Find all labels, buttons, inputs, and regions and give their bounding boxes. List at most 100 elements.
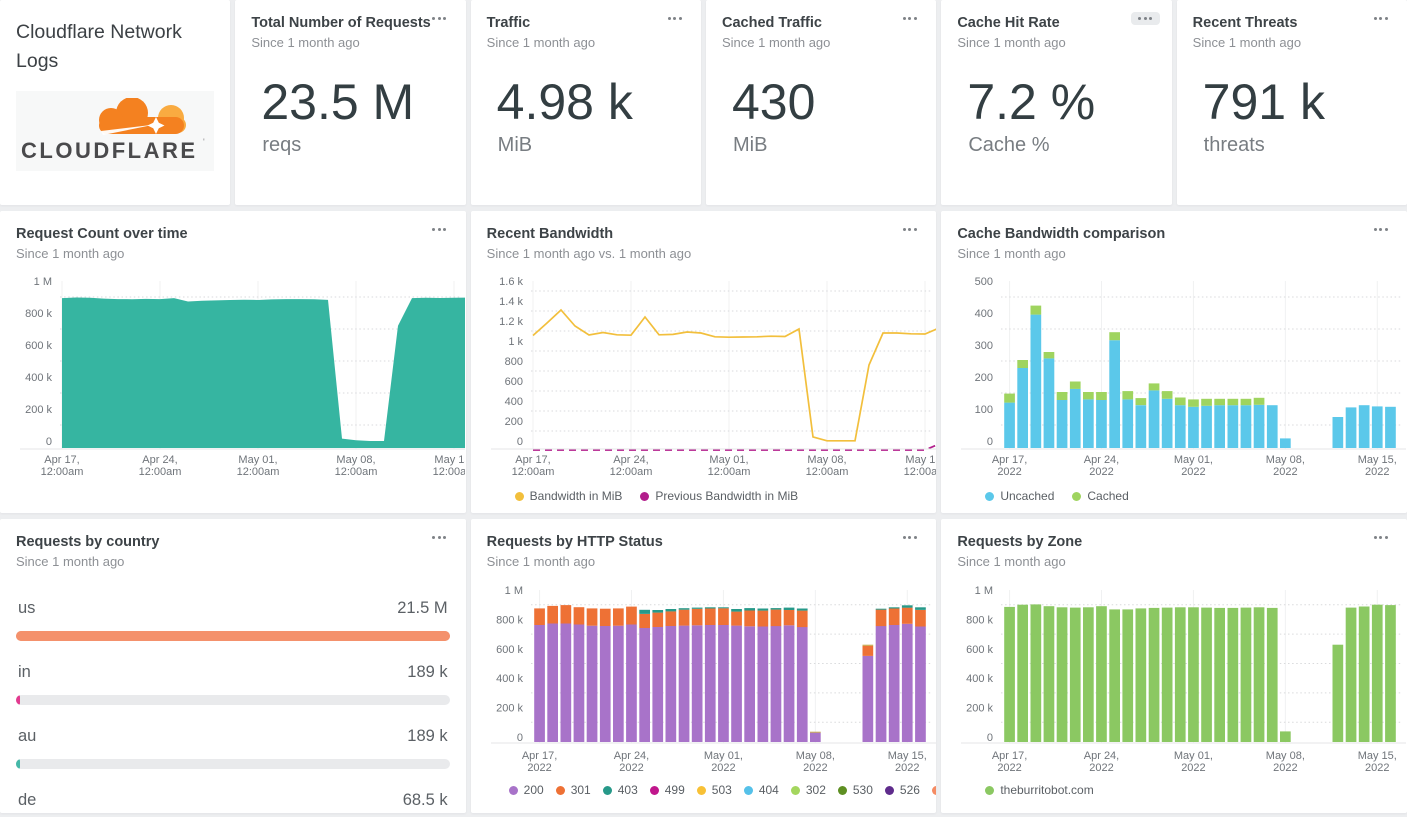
country-row-head: de 68.5 k bbox=[16, 791, 450, 810]
svg-text:200: 200 bbox=[504, 416, 522, 428]
legend-item-526[interactable]: 526 bbox=[884, 783, 920, 797]
legend-item-previous-bandwidth-in-mib[interactable]: Previous Bandwidth in MiB bbox=[640, 489, 798, 503]
svg-text:2022: 2022 bbox=[998, 762, 1022, 774]
panel-subtitle: Since 1 month ago bbox=[251, 35, 360, 51]
country-bar-fill bbox=[16, 695, 20, 706]
legend-item-cached[interactable]: Cached bbox=[1072, 489, 1129, 503]
legend-dot bbox=[1072, 491, 1082, 501]
panel-traffic: Traffic Since 1 month ago 4.98 k MiB bbox=[470, 0, 701, 205]
svg-text:May 15,: May 15, bbox=[1358, 454, 1397, 466]
panel-subtitle: Since 1 month ago vs. 1 month ago bbox=[486, 246, 692, 262]
svg-text:May 01,: May 01, bbox=[709, 454, 748, 466]
legend-label: 403 bbox=[617, 783, 638, 798]
svg-text:400 k: 400 k bbox=[25, 372, 52, 384]
country-bar-fill bbox=[16, 631, 450, 642]
svg-text:0: 0 bbox=[517, 732, 523, 744]
stat-value: 7.2 % bbox=[967, 74, 1096, 131]
stat-unit: MiB bbox=[732, 133, 768, 156]
country-bar-track bbox=[16, 759, 450, 770]
panel-requests-by-country: Requests by country Since 1 month ago us… bbox=[0, 519, 466, 813]
svg-text:2022: 2022 bbox=[1090, 466, 1114, 478]
panel-menu-button[interactable] bbox=[1366, 12, 1395, 25]
panel-title: Cache Bandwidth comparison bbox=[957, 226, 1166, 242]
svg-text:400 k: 400 k bbox=[496, 673, 523, 685]
country-value: 189 k bbox=[407, 727, 448, 746]
panel-menu-button[interactable] bbox=[896, 531, 925, 544]
svg-text:300: 300 bbox=[975, 340, 993, 352]
panel-menu-button[interactable] bbox=[1366, 223, 1395, 236]
legend-dot bbox=[985, 785, 995, 795]
panel-subtitle: Since 1 month ago bbox=[957, 246, 1066, 262]
legend-dot bbox=[649, 785, 659, 795]
panel-menu-button[interactable] bbox=[425, 12, 454, 25]
legend-item-200[interactable]: 200 bbox=[508, 783, 544, 797]
svg-text:Apr 17,: Apr 17, bbox=[992, 750, 1027, 762]
svg-text:12:00am: 12:00am bbox=[433, 466, 465, 478]
svg-text:0: 0 bbox=[987, 732, 993, 744]
svg-text:12:00am: 12:00am bbox=[237, 466, 280, 478]
svg-text:800 k: 800 k bbox=[496, 615, 523, 627]
legend-item-503[interactable]: 503 bbox=[696, 783, 732, 797]
svg-text:May 01,: May 01, bbox=[704, 750, 743, 762]
svg-text:12:00am: 12:00am bbox=[805, 466, 848, 478]
legend-item-499[interactable]: 499 bbox=[649, 783, 685, 797]
svg-text:May 01,: May 01, bbox=[1174, 750, 1213, 762]
panel-title: Recent Bandwidth bbox=[486, 226, 614, 242]
panel-menu-button[interactable] bbox=[660, 12, 689, 25]
legend-item-theburritobot.com[interactable]: theburritobot.com bbox=[985, 783, 1094, 797]
legend-item-bandwidth-in-mib[interactable]: Bandwidth in MiB bbox=[514, 489, 622, 503]
legend-item-524[interactable]: 524 bbox=[931, 783, 937, 797]
country-code: us bbox=[18, 599, 36, 618]
legend-label: 404 bbox=[758, 783, 779, 798]
legend-item-302[interactable]: 302 bbox=[790, 783, 826, 798]
legend-item-403[interactable]: 403 bbox=[602, 783, 638, 798]
panel-subtitle: Since 1 month ago bbox=[16, 246, 125, 262]
panel-menu-button[interactable] bbox=[425, 223, 454, 236]
panel-cached-traffic: Cached Traffic Since 1 month ago 430 MiB bbox=[705, 0, 937, 205]
chart-legend: theburritobot.com bbox=[985, 783, 1391, 797]
panel-total-requests: Total Number of Requests Since 1 month a… bbox=[235, 0, 466, 205]
panel-menu-button[interactable] bbox=[1366, 531, 1395, 544]
svg-text:May 15,: May 15, bbox=[1358, 750, 1397, 762]
panel-recent-bandwidth: Recent Bandwidth Since 1 month ago vs. 1… bbox=[470, 211, 937, 513]
legend-item-301[interactable]: 301 bbox=[555, 783, 591, 798]
legend-dot bbox=[696, 785, 706, 795]
legend-dot bbox=[931, 785, 937, 795]
svg-text:12:00am: 12:00am bbox=[707, 466, 750, 478]
svg-text:2022: 2022 bbox=[998, 466, 1022, 478]
panel-cache-bandwidth: Cache Bandwidth comparison Since 1 month… bbox=[941, 211, 1407, 513]
svg-text:2022: 2022 bbox=[1365, 762, 1389, 774]
panel-menu-button[interactable] bbox=[1130, 12, 1160, 25]
svg-text:2022: 2022 bbox=[1273, 762, 1297, 774]
panel-cloudflare-logo: Cloudflare Network Logs CLOUDFLARE ' bbox=[0, 0, 231, 205]
legend-label: 301 bbox=[570, 783, 591, 798]
legend-label: 302 bbox=[805, 783, 826, 798]
legend-label: Previous Bandwidth in MiB bbox=[655, 489, 799, 504]
svg-text:Apr 17,: Apr 17, bbox=[44, 454, 79, 466]
legend-dot bbox=[790, 785, 800, 795]
panel-subtitle: Since 1 month ago bbox=[1192, 35, 1302, 51]
svg-text:May 08,: May 08, bbox=[807, 454, 846, 466]
stat-value: 4.98 k bbox=[496, 74, 633, 131]
svg-text:800 k: 800 k bbox=[25, 308, 52, 320]
legend-dot bbox=[743, 785, 753, 795]
panel-menu-button[interactable] bbox=[896, 12, 925, 25]
svg-text:': ' bbox=[203, 137, 205, 147]
legend-item-404[interactable]: 404 bbox=[743, 783, 779, 798]
legend-item-uncached[interactable]: Uncached bbox=[985, 489, 1054, 503]
svg-text:May 08,: May 08, bbox=[336, 454, 375, 466]
legend-label: Uncached bbox=[1000, 489, 1055, 504]
legend-label: 530 bbox=[852, 783, 873, 798]
svg-text:12:00am: 12:00am bbox=[139, 466, 182, 478]
svg-text:12:00am: 12:00am bbox=[41, 466, 84, 478]
svg-text:2022: 2022 bbox=[895, 762, 919, 774]
svg-text:Apr 24,: Apr 24, bbox=[1084, 750, 1119, 762]
legend-item-530[interactable]: 530 bbox=[837, 783, 873, 798]
panel-menu-button[interactable] bbox=[425, 531, 454, 544]
panel-menu-button[interactable] bbox=[896, 223, 925, 236]
legend-dot bbox=[514, 491, 524, 501]
